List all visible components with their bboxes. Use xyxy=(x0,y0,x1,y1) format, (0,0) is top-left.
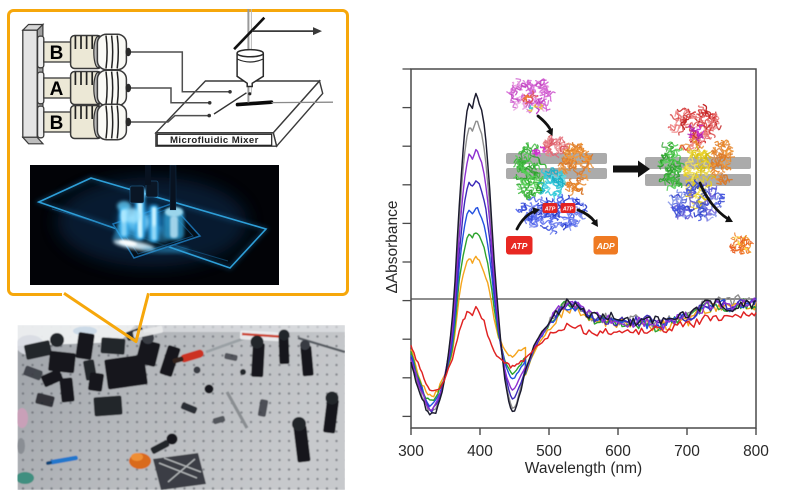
svg-text:800: 800 xyxy=(743,443,769,460)
svg-text:B: B xyxy=(50,43,64,64)
svg-text:ADP: ADP xyxy=(596,241,615,251)
svg-text:A: A xyxy=(50,79,64,100)
svg-text:300: 300 xyxy=(398,443,424,460)
svg-text:Wavelength (nm): Wavelength (nm) xyxy=(525,460,642,477)
svg-text:ATP: ATP xyxy=(510,241,528,251)
svg-text:700: 700 xyxy=(674,443,700,460)
svg-text:ATP: ATP xyxy=(544,206,556,212)
svg-text:B: B xyxy=(50,113,64,134)
svg-text:400: 400 xyxy=(467,443,493,460)
svg-text:500: 500 xyxy=(536,443,562,460)
svg-text:600: 600 xyxy=(605,443,631,460)
svg-text:ATP: ATP xyxy=(562,206,574,212)
svg-text:Microfluidic Mixer: Microfluidic Mixer xyxy=(170,135,259,146)
svg-text:ΔAbsorbance: ΔAbsorbance xyxy=(384,200,401,293)
